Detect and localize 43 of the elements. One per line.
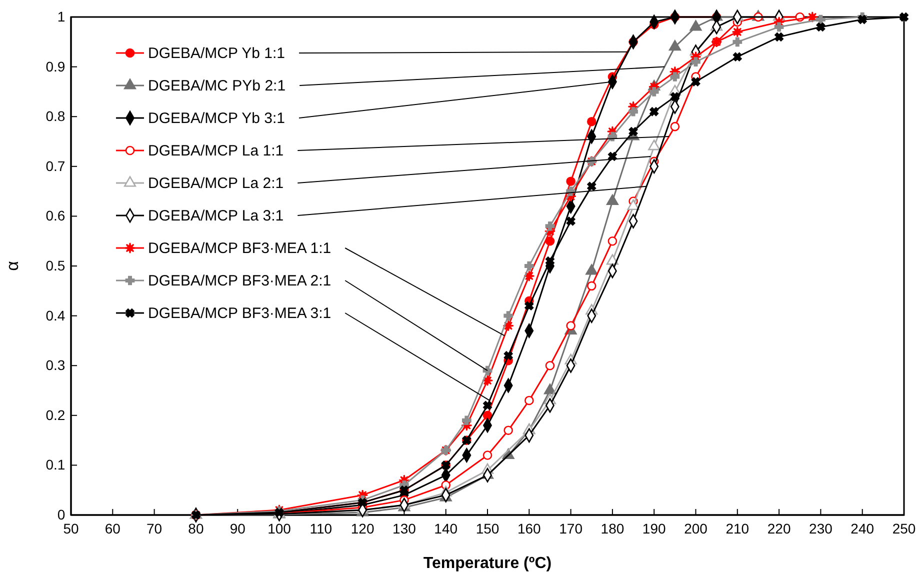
x-tick-label: 220 bbox=[767, 520, 791, 536]
x-tick-label: 210 bbox=[726, 520, 750, 536]
y-tick-label: 0 bbox=[57, 506, 66, 522]
legend-label: DGEBA/MC PYb 2:1 bbox=[148, 78, 286, 94]
legend-label: DGEBA/MCP Yb 1:1 bbox=[148, 45, 286, 62]
y-tick-label: 0.8 bbox=[46, 108, 66, 124]
y-tick-label: 0.7 bbox=[46, 158, 66, 174]
x-tick-label: 150 bbox=[476, 520, 500, 536]
x-axis-title: Temperature (ºC) bbox=[423, 555, 552, 572]
legend-label: DGEBA/MCP La 1:1 bbox=[148, 142, 284, 160]
x-tick-label: 180 bbox=[600, 520, 624, 536]
x-tick-label: 80 bbox=[188, 520, 204, 536]
x-tick-label: 140 bbox=[434, 520, 458, 536]
x-tick-label: 90 bbox=[230, 520, 246, 536]
legend-label: DGEBA/MCP La 2:1 bbox=[148, 175, 284, 192]
x-tick-label: 240 bbox=[850, 520, 874, 536]
x-tick-label: 110 bbox=[310, 520, 332, 536]
legend-label: DGEBA/MCP BF3·MEA 1:1 bbox=[148, 240, 332, 257]
x-tick-label: 60 bbox=[104, 520, 121, 536]
x-tick-label: 230 bbox=[809, 520, 833, 536]
x-tick-label: 130 bbox=[392, 520, 416, 536]
x-tick-label: 160 bbox=[517, 520, 542, 536]
y-tick-label: 0.1 bbox=[46, 456, 66, 473]
x-tick-label: 100 bbox=[268, 520, 292, 536]
y-tick-label: 0.2 bbox=[46, 406, 66, 423]
legend-label: DGEBA/MCP Yb 3:1 bbox=[148, 110, 286, 127]
y-tick-label: 0.4 bbox=[46, 307, 66, 324]
x-tick-label: 50 bbox=[63, 520, 79, 536]
legend-label: DGEBA/MCP BF3·MEA 3:1 bbox=[148, 305, 332, 322]
y-tick-label: 0.5 bbox=[46, 257, 66, 274]
y-tick-label: 0.9 bbox=[46, 58, 66, 74]
x-tick-label: 70 bbox=[146, 520, 162, 536]
x-tick-label: 200 bbox=[684, 520, 708, 536]
legend-label: DGEBA/MCP La 3:1 bbox=[148, 208, 284, 224]
x-tick-label: 170 bbox=[559, 520, 583, 536]
x-tick-label: 250 bbox=[892, 520, 916, 536]
y-tick-label: 0.3 bbox=[46, 357, 66, 374]
legend-label: DGEBA/MCP BF3·MEA 2:1 bbox=[148, 272, 332, 290]
y-tick-label: 0.6 bbox=[46, 208, 66, 224]
x-tick-label: 190 bbox=[642, 520, 666, 536]
x-tick-label: 120 bbox=[350, 520, 374, 536]
y-axis-title: α bbox=[3, 260, 22, 271]
y-tick-label: 1 bbox=[57, 8, 66, 24]
